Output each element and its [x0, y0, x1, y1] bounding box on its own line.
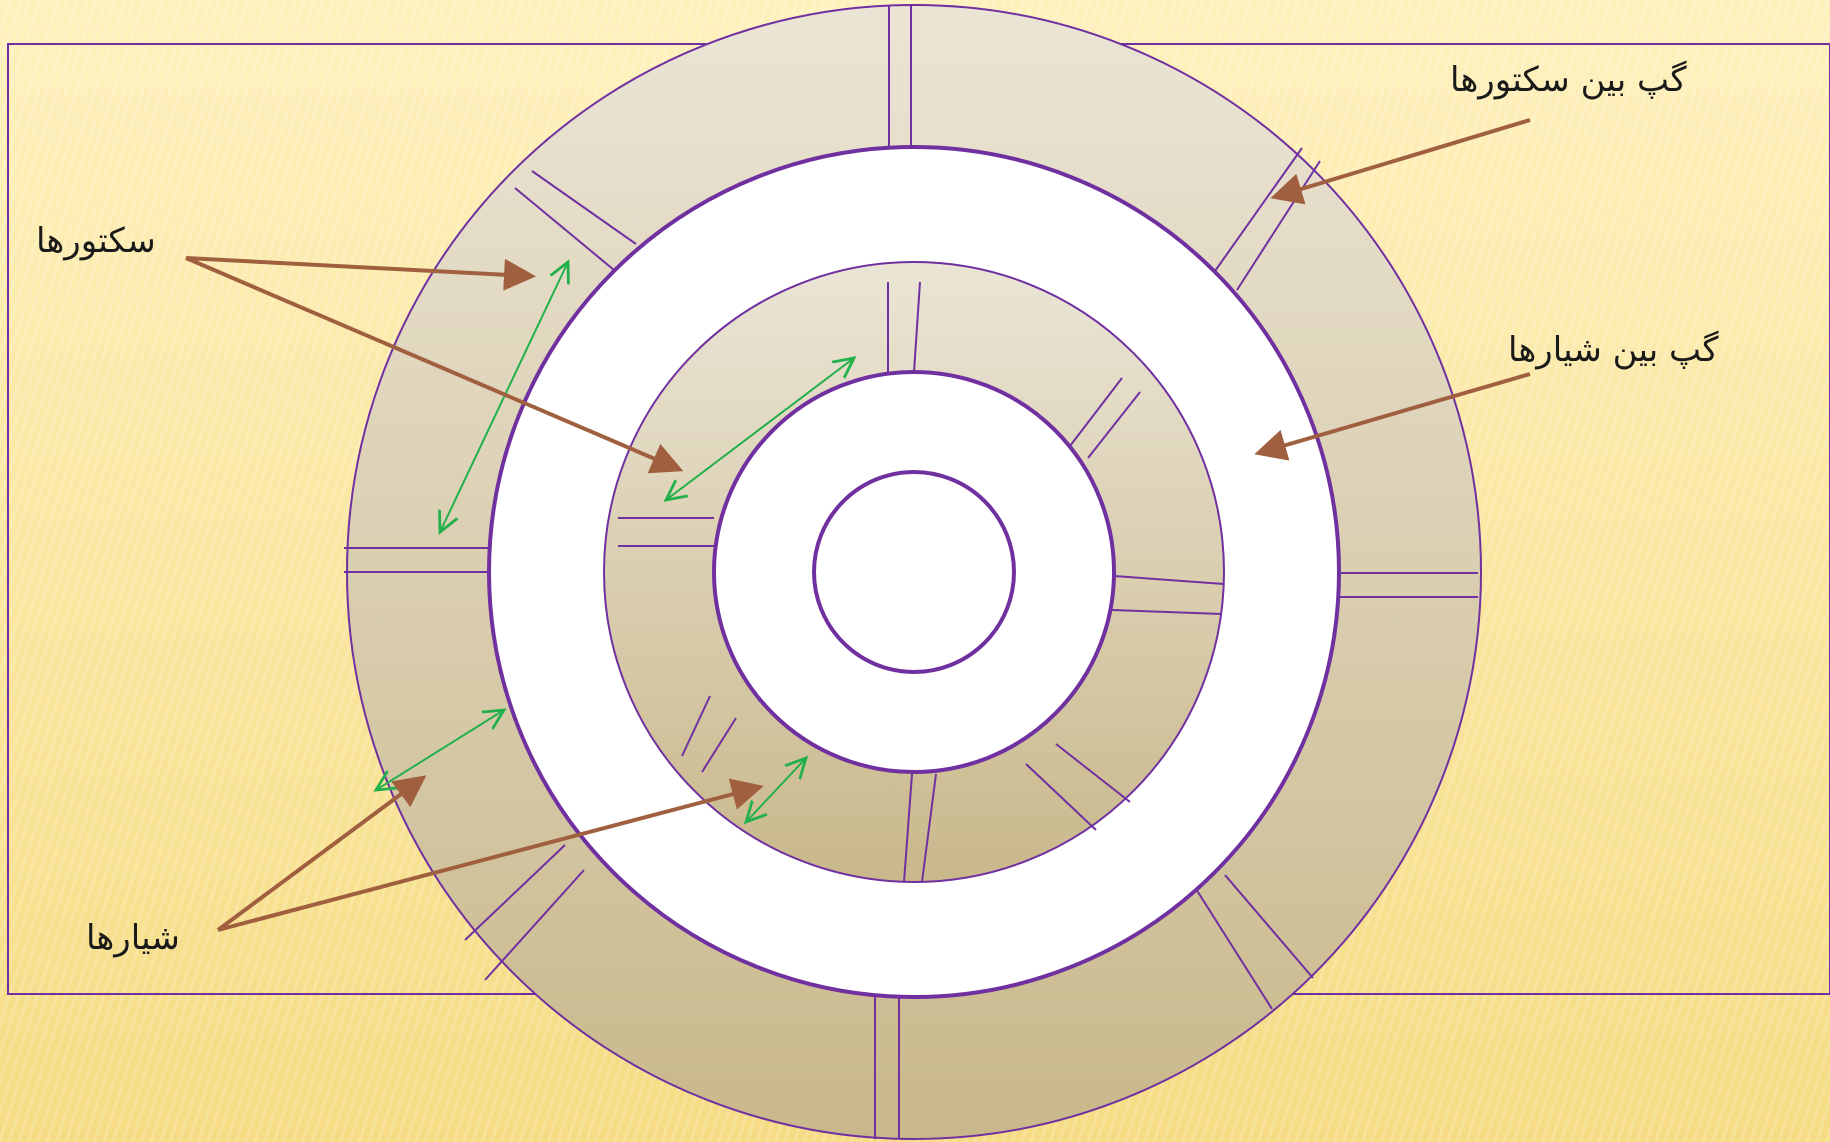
measure-arrows — [376, 262, 854, 822]
label-tracks: شیارها — [86, 918, 180, 958]
inner-gap-ring — [712, 370, 1116, 774]
spindle-hole — [812, 470, 1016, 674]
label-sectors: سکتورها — [36, 221, 156, 261]
callout-arrows — [185, 118, 1531, 932]
label-sector-gap: گپ بین سکتورها — [1450, 60, 1687, 100]
label-track-gap: گپ بین شیارها — [1508, 330, 1719, 370]
inner-sector-gaps — [618, 281, 1225, 883]
outer-sector-gaps — [344, 6, 1478, 1139]
